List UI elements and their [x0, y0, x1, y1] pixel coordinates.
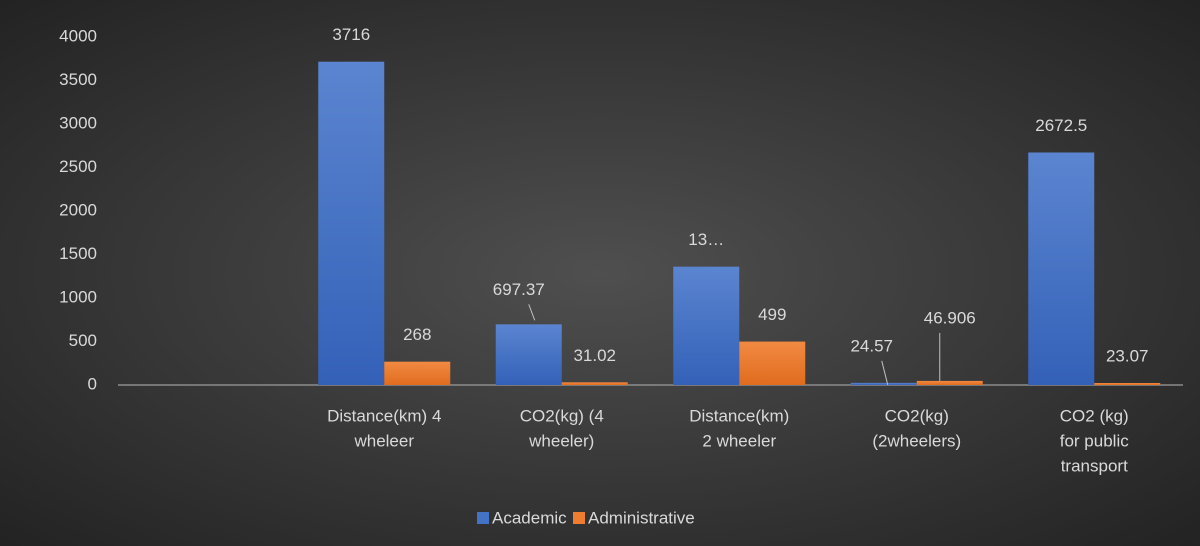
y-tick-label: 4000	[59, 26, 97, 45]
x-tick-label: CO2(kg) (4	[520, 406, 604, 425]
bar	[384, 361, 451, 385]
data-label: 697.37	[493, 280, 545, 299]
data-label: 3716	[332, 25, 370, 44]
bar	[561, 382, 628, 385]
y-tick-label: 2000	[59, 200, 97, 219]
bar	[495, 324, 562, 385]
leader-line	[528, 304, 536, 321]
x-tick-label: transport	[1061, 456, 1128, 475]
data-label: 499	[758, 305, 786, 324]
legend-swatch	[573, 512, 585, 524]
data-label: 24.57	[850, 336, 893, 355]
x-tick-label: CO2(kg)	[885, 406, 949, 425]
data-label: 46.906	[924, 308, 976, 327]
bar	[1094, 382, 1161, 385]
data-label: 2672.5	[1035, 116, 1087, 135]
y-tick-label: 3000	[59, 113, 97, 132]
leader-line	[881, 360, 889, 385]
y-tick-label: 0	[88, 374, 97, 393]
data-label: 31.02	[573, 346, 616, 365]
bar	[318, 61, 385, 385]
bar	[739, 341, 806, 385]
y-tick-label: 3500	[59, 70, 97, 89]
bar	[673, 266, 740, 385]
x-tick-label: (2wheelers)	[872, 431, 961, 450]
data-label: 13…	[688, 230, 724, 249]
legend-label: Academic	[492, 508, 567, 527]
x-tick-label: for public	[1060, 431, 1129, 450]
legend-swatch	[477, 512, 489, 524]
bar	[850, 382, 917, 385]
y-tick-label: 2500	[59, 157, 97, 176]
data-label: 23.07	[1106, 346, 1149, 365]
data-label: 268	[403, 325, 431, 344]
y-tick-label: 500	[69, 331, 97, 350]
x-tick-label: 2 wheeler	[702, 431, 776, 450]
y-tick-label: 1500	[59, 244, 97, 263]
legend-label: Administrative	[588, 508, 695, 527]
bar	[916, 380, 983, 385]
bar	[1028, 152, 1095, 385]
x-tick-label: Distance(km) 4	[327, 406, 441, 425]
x-tick-label: Distance(km)	[689, 406, 789, 425]
x-tick-label: CO2 (kg)	[1060, 406, 1129, 425]
x-tick-label: wheeler)	[528, 431, 594, 450]
x-tick-label: wheleer	[353, 431, 414, 450]
y-tick-label: 1000	[59, 287, 97, 306]
